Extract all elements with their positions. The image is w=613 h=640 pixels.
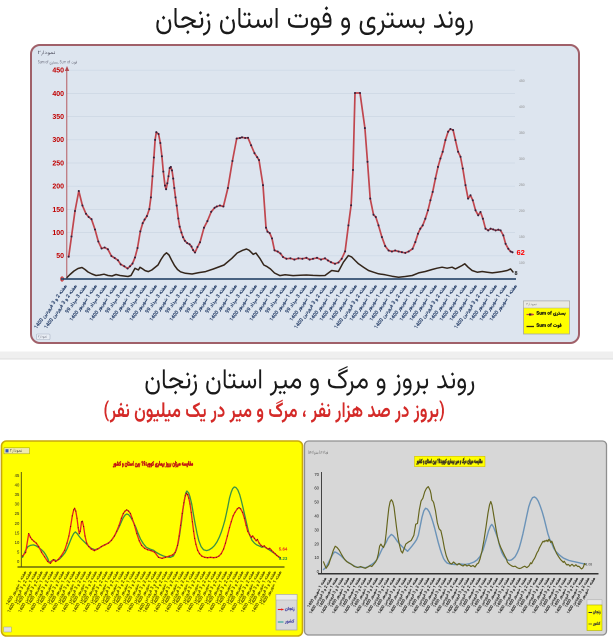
svg-text:1.08: 1.08 [586,563,593,567]
svg-text:400: 400 [519,105,525,109]
svg-text:20: 20 [15,521,20,526]
svg-text:8: 8 [515,271,518,277]
svg-text:35: 35 [15,492,20,497]
svg-text:0: 0 [60,276,64,283]
svg-text:10: 10 [15,540,20,545]
svg-text:250: 250 [52,160,64,167]
svg-text:0: 0 [17,559,20,564]
svg-text:100: 100 [52,230,64,237]
svg-text:150: 150 [52,207,64,214]
svg-text:50: 50 [314,500,319,505]
svg-text:100: 100 [519,261,525,265]
svg-text:50: 50 [56,253,64,260]
svg-text:200: 200 [519,209,525,213]
svg-text:300: 300 [52,137,64,144]
svg-text:450: 450 [52,68,64,75]
svg-text:40: 40 [314,514,319,519]
svg-text:350: 350 [519,131,525,135]
svg-text:5.23: 5.23 [279,556,288,561]
svg-text:5: 5 [17,549,20,554]
svg-text:250: 250 [519,183,525,187]
svg-text:450: 450 [519,79,525,83]
svg-text:25: 25 [15,511,20,516]
svg-text:45: 45 [15,473,20,478]
svg-text:20: 20 [314,541,319,546]
svg-text:70: 70 [314,472,319,477]
svg-text:300: 300 [519,157,525,161]
svg-text:150: 150 [519,235,525,239]
svg-text:200: 200 [52,184,64,191]
svg-text:15: 15 [15,530,20,535]
svg-text:62: 62 [517,248,525,257]
svg-text:400: 400 [52,91,64,98]
svg-text:30: 30 [314,527,319,532]
svg-text:350: 350 [52,114,64,121]
svg-text:30: 30 [15,502,20,507]
svg-text:5.64: 5.64 [279,547,288,552]
svg-text:40: 40 [15,483,20,488]
svg-text:60: 60 [314,486,319,491]
svg-text:10: 10 [314,555,319,560]
svg-text:0: 0 [317,569,320,574]
